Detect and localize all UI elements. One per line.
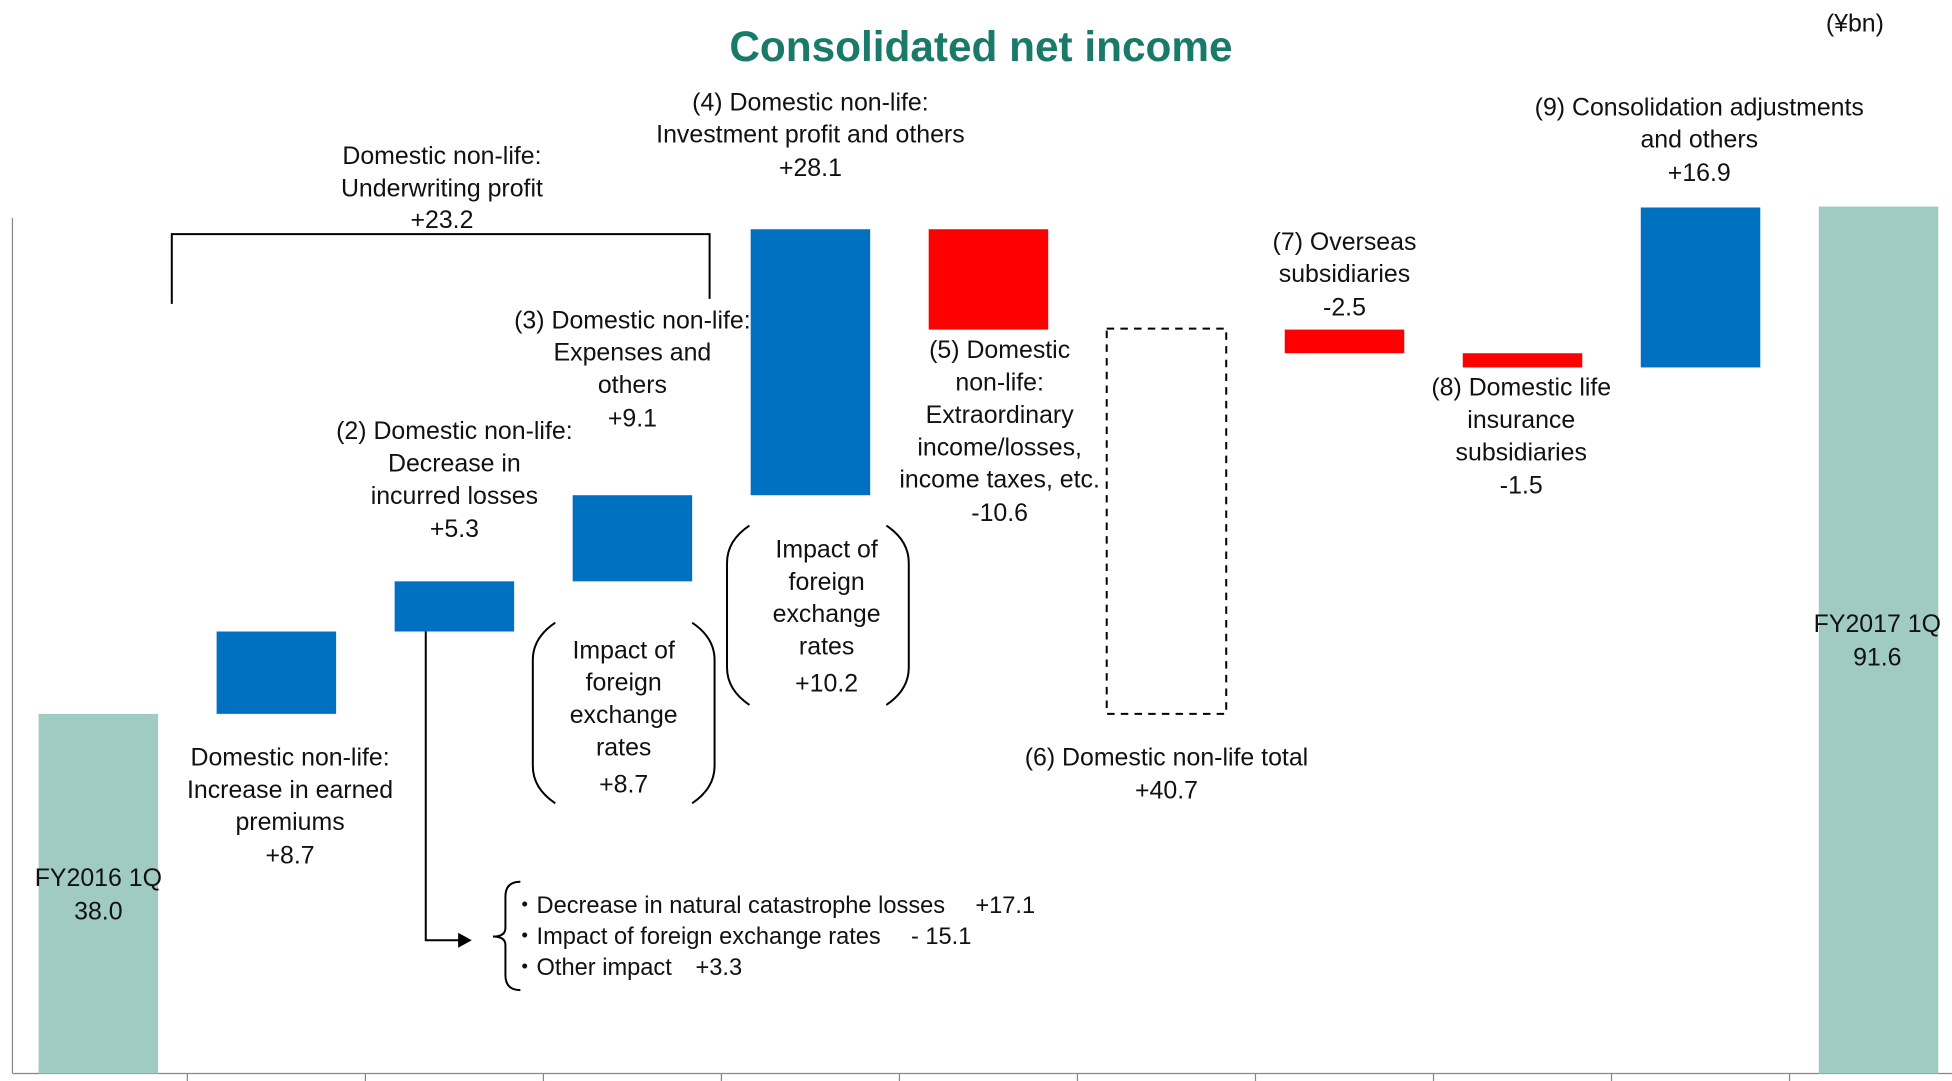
text-line: (6) Domestic non-life total xyxy=(1025,743,1309,771)
category-label: (5) Domestic non-life: Extraordinary income… xyxy=(899,336,1100,494)
text-line: FY2017 1Q xyxy=(1814,610,1941,638)
text-line: Expenses and xyxy=(554,338,712,366)
category-label: (8) Domestic life insurance subsidiaries xyxy=(1431,373,1611,466)
value-label: +9.1 xyxy=(608,404,657,432)
breakdown-item: ・Decrease in natural catastrophe losses … xyxy=(513,893,1035,919)
text-line: insurance xyxy=(1467,406,1575,434)
category-label: FY2017 1Q xyxy=(1814,610,1941,638)
bar xyxy=(1818,206,1939,1074)
breakdown-item: ・Other impact +3.3 xyxy=(513,955,742,981)
value-label: +28.1 xyxy=(779,154,842,182)
text-line: Impact of xyxy=(573,636,675,664)
category-label: FY2016 1Q xyxy=(35,864,162,892)
bar xyxy=(1462,353,1583,368)
text-line: income/losses, xyxy=(917,433,1082,461)
bar xyxy=(394,581,515,632)
bar xyxy=(750,229,871,496)
arrow xyxy=(424,630,467,942)
text-line: incurred losses xyxy=(371,481,538,509)
value-label: 38.0 xyxy=(74,897,122,925)
text-line: Impact of xyxy=(775,535,877,563)
text-line: Underwriting profit xyxy=(341,174,543,202)
text-line: Domestic non-life: xyxy=(342,141,541,169)
text-line: income taxes, etc. xyxy=(899,465,1100,493)
text-line: others xyxy=(598,371,667,399)
bar xyxy=(216,631,337,714)
category-label: (3) Domestic non-life: Expenses and others xyxy=(514,306,751,399)
chart-title: Consolidated net income xyxy=(729,23,1232,70)
category-label: (9) Consolidation adjustments and others xyxy=(1535,93,1864,153)
value-label: 91.6 xyxy=(1853,643,1901,671)
text-line: Increase in earned xyxy=(187,775,393,803)
text-line: subsidiaries xyxy=(1456,438,1587,466)
breakdown-item: ・Impact of foreign exchange rates - 15.1 xyxy=(513,924,972,950)
bracket xyxy=(170,233,711,304)
text-line: exchange xyxy=(570,701,678,729)
text-line: and others xyxy=(1640,125,1758,153)
text-line: Decrease in xyxy=(388,449,521,477)
text-line: foreign xyxy=(586,668,662,696)
text-line: (2) Domestic non-life: xyxy=(336,417,572,445)
text-line: Domestic non-life: xyxy=(190,743,389,771)
text-line: (4) Domestic non-life: xyxy=(692,88,929,116)
value-label: +16.9 xyxy=(1668,159,1731,187)
text-line: rates xyxy=(799,632,854,660)
text-line: (5) Domestic xyxy=(929,336,1070,364)
category-label: (4) Domestic non-life: Investment profit … xyxy=(656,88,964,148)
text-line: (9) Consolidation adjustments xyxy=(1535,93,1864,121)
value-label: +40.7 xyxy=(1135,777,1198,805)
brace xyxy=(492,880,521,992)
category-label: (6) Domestic non-life total xyxy=(1025,743,1309,771)
text-line: (7) Overseas xyxy=(1273,227,1417,255)
bar xyxy=(928,229,1049,330)
fx-box xyxy=(726,524,910,706)
bar xyxy=(1105,327,1228,715)
value-label: -2.5 xyxy=(1323,293,1366,321)
fx-value: +10.2 xyxy=(795,670,858,698)
bar xyxy=(572,495,693,582)
unit-label: (¥bn) xyxy=(1826,9,1884,37)
text-line: foreign xyxy=(789,567,865,595)
text-line: Extraordinary xyxy=(926,401,1075,429)
fx-value: +8.7 xyxy=(599,770,648,798)
text-line: subsidiaries xyxy=(1279,260,1410,288)
bar xyxy=(1284,329,1405,354)
value-label: -1.5 xyxy=(1500,472,1543,500)
fx-label: Impact of foreign exchange rates xyxy=(570,636,678,761)
category-label: (7) Overseas subsidiaries xyxy=(1273,227,1417,287)
text-line: (8) Domestic life xyxy=(1431,373,1611,401)
text-line: Investment profit and others xyxy=(656,120,964,148)
fx-label: Impact of foreign exchange rates xyxy=(773,535,881,660)
category-label: (2) Domestic non-life: Decrease in incurre… xyxy=(336,417,572,510)
fx-box xyxy=(531,621,716,805)
value-label: +5.3 xyxy=(430,515,479,543)
arrow-head xyxy=(458,932,472,948)
text-line: FY2016 1Q xyxy=(35,864,162,892)
text-line: premiums xyxy=(235,808,344,836)
value-label: -10.6 xyxy=(971,499,1028,527)
value-label: +8.7 xyxy=(265,841,314,869)
annotation-value: +23.2 xyxy=(410,206,473,234)
bar xyxy=(38,713,159,1074)
bar xyxy=(1640,207,1761,368)
text-line: rates xyxy=(596,733,651,761)
text-line: (3) Domestic non-life: xyxy=(514,306,751,334)
text-line: exchange xyxy=(773,600,881,628)
category-label: Domestic non-life: Increase in earned prem… xyxy=(187,743,393,836)
text-line: non-life: xyxy=(955,368,1044,396)
annotation: Domestic non-life: Underwriting profit xyxy=(341,141,543,201)
